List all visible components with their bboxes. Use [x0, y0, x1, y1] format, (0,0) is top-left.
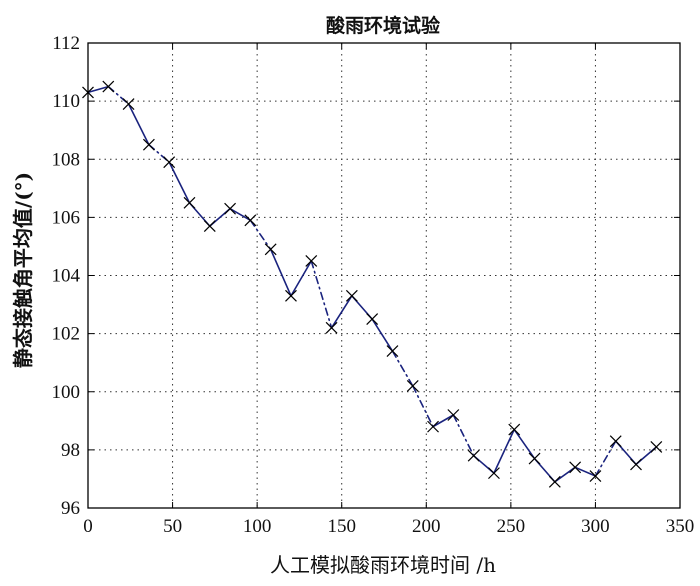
data-point [406, 380, 419, 392]
marker-stroke [345, 289, 358, 302]
marker-stroke [142, 138, 155, 151]
y-tick-label: 112 [52, 33, 80, 54]
marker-stroke [244, 214, 257, 227]
marker-stroke [386, 345, 399, 357]
y-tick-label: 98 [61, 440, 80, 461]
marker-stroke [609, 435, 622, 448]
data-point [609, 435, 622, 448]
series-line-segment [330, 295, 353, 329]
marker-stroke [305, 255, 318, 267]
series-line-segment [127, 103, 150, 146]
marker-stroke [508, 423, 521, 436]
y-tick-label: 100 [52, 382, 81, 403]
marker-stroke [224, 202, 237, 215]
x-tick-label: 350 [666, 516, 695, 537]
x-tick-label: 150 [327, 516, 356, 537]
y-tick-label: 108 [52, 149, 81, 170]
grid [88, 43, 680, 508]
data-point [386, 345, 399, 357]
data-point [650, 441, 663, 453]
marker-stroke [447, 409, 460, 421]
series-line-segment [594, 440, 617, 477]
marker-stroke [650, 441, 663, 453]
marker-stroke [325, 321, 338, 334]
marker-stroke [366, 313, 379, 326]
data-point [630, 458, 642, 471]
data-point [183, 196, 196, 209]
data-point [142, 138, 155, 151]
data-point [102, 80, 115, 93]
series-line-segment [554, 466, 576, 483]
series-line-segment [168, 161, 191, 204]
data-point [366, 313, 379, 326]
series-line-segment [574, 466, 597, 477]
data-point [244, 214, 257, 227]
data-point [508, 423, 521, 436]
marker-stroke [122, 98, 135, 110]
marker-stroke [488, 467, 500, 480]
data-point [325, 321, 338, 334]
series-line-segment [513, 428, 536, 460]
ticks: 0 50 100 150 200 250 300 350 96 98 100 102 104 106 108… [52, 33, 695, 537]
marker-stroke [102, 80, 115, 93]
data-point [224, 202, 237, 215]
series-line-segment [391, 350, 414, 387]
marker-stroke [203, 220, 216, 233]
x-axis-label: 人工模拟酸雨环境时间 /h [270, 553, 496, 577]
data-point [569, 461, 582, 474]
marker-stroke [630, 458, 642, 471]
y-tick-label: 102 [52, 324, 81, 345]
y-tick-label: 106 [52, 207, 81, 228]
y-axis-label: 静态接触角平均值/(°) [11, 172, 35, 368]
x-tick-label: 300 [581, 516, 610, 537]
x-tick-label: 250 [497, 516, 526, 537]
x-tick-label: 200 [412, 516, 441, 537]
marker-stroke [163, 156, 176, 169]
marker-stroke [548, 475, 561, 488]
series-line-segment [493, 428, 516, 474]
series-line-segment [269, 248, 292, 297]
y-tick-label: 96 [61, 498, 80, 519]
marker-stroke [285, 289, 297, 302]
series-line-segment [87, 85, 110, 94]
x-tick-label: 50 [163, 516, 182, 537]
series-line-segment [371, 318, 394, 352]
marker-stroke [569, 461, 582, 474]
series-line-segment [411, 385, 434, 428]
data-point [427, 420, 439, 433]
data-point [203, 220, 216, 233]
marker-stroke [589, 470, 602, 482]
series-line-segment [229, 207, 252, 222]
y-tick-label: 110 [52, 91, 80, 112]
data-point [163, 156, 176, 169]
series-line-segment [310, 260, 333, 329]
plot-area [82, 80, 663, 488]
data-point [447, 409, 460, 421]
data-point [264, 243, 277, 256]
data-point [285, 289, 297, 302]
series-line-segment [249, 219, 272, 251]
marker-stroke [264, 243, 277, 256]
marker-stroke [183, 196, 196, 209]
data-point [305, 255, 318, 267]
marker-stroke [467, 449, 480, 462]
marker-stroke [427, 420, 439, 433]
data-point [122, 98, 135, 110]
data-point [548, 475, 561, 488]
data-point [467, 449, 480, 462]
data-point [528, 452, 541, 465]
y-tick-label: 104 [52, 266, 81, 287]
data-point [589, 470, 602, 482]
chart-title: 酸雨环境试验 [326, 14, 441, 37]
x-tick-label: 0 [83, 516, 93, 537]
series-line-segment [452, 414, 475, 457]
series-line-segment [432, 414, 455, 428]
data-point [488, 467, 500, 480]
marker-stroke [406, 380, 419, 392]
marker-stroke [528, 452, 541, 465]
series-line-segment [290, 260, 313, 297]
data-point [345, 289, 358, 302]
x-tick-label: 100 [243, 516, 272, 537]
